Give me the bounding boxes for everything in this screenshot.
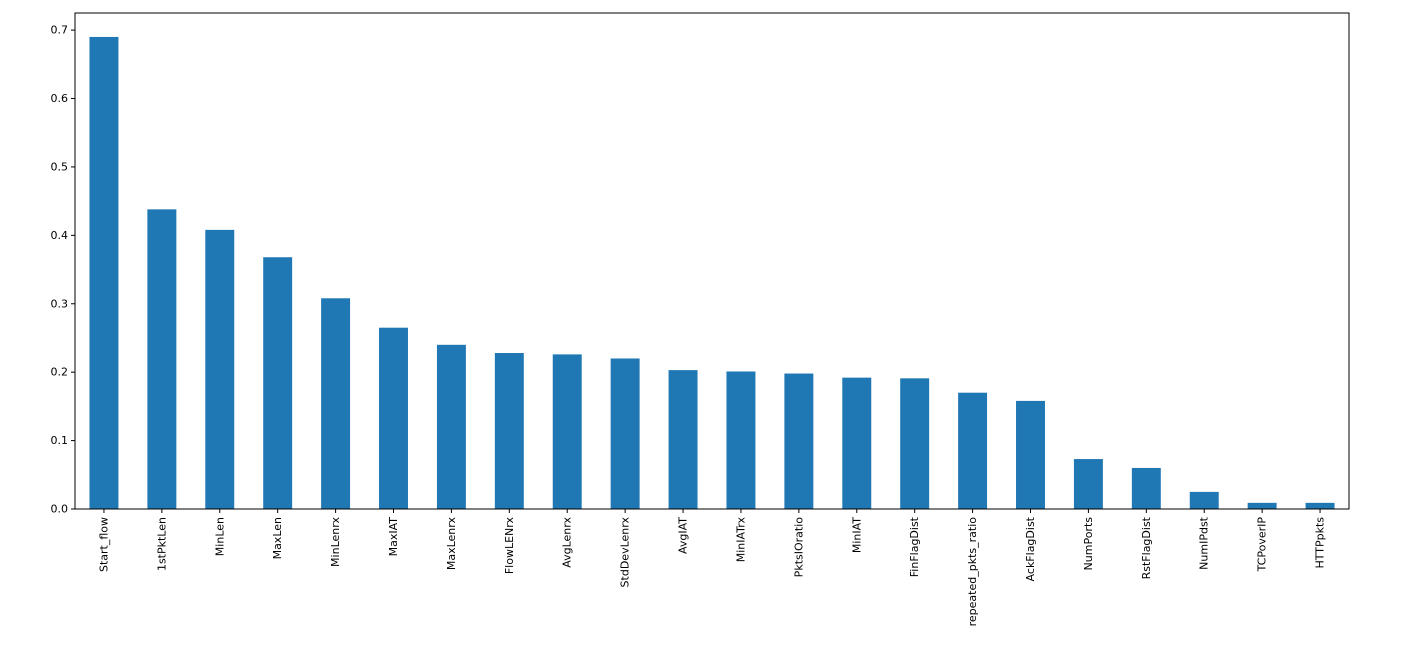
x-tick-label: MaxLen: [271, 517, 284, 559]
x-tick-label: MinIAT: [850, 517, 863, 553]
y-tick-label: 0.3: [51, 297, 69, 310]
bar-MaxLen: [263, 257, 293, 509]
x-tick-label: MinIATrx: [734, 517, 747, 563]
bar-NumIPdst: [1189, 491, 1219, 509]
bar-MaxIAT: [379, 327, 408, 509]
x-tick-label: StdDevLenrx: [619, 517, 632, 588]
x-tick-label: FinFlagDist: [908, 516, 921, 577]
bar-NumPorts: [1073, 459, 1103, 509]
y-axis: 0.0 0.1 0.2 0.3 0.4 0.5 0.6 0.7: [51, 24, 75, 516]
x-tick-label: NumIPdst: [1198, 516, 1211, 570]
x-tick-label: MinLen: [213, 517, 226, 556]
x-tick-label: Start_flow: [97, 517, 110, 572]
bar-Start_flow: [89, 36, 119, 510]
y-tick-label: 0.6: [51, 92, 69, 105]
x-tick-label: repeated_pkts_ratio: [966, 517, 979, 627]
bar-MaxLenrx: [436, 344, 466, 509]
bar-AvgIAT: [668, 370, 698, 509]
y-tick-label: 0.1: [51, 434, 69, 447]
bar-MinLenrx: [321, 298, 351, 509]
bar-repeated_pkts_ratio: [958, 392, 988, 509]
bar-FlowLENrx: [494, 353, 524, 509]
x-tick-label: HTTPpkts: [1314, 517, 1327, 569]
x-tick-label: 1stPktLen: [155, 517, 168, 571]
bar-StdDevLenrx: [610, 358, 640, 509]
y-tick-label: 0.2: [51, 366, 69, 379]
bar-FinFlagDist: [900, 378, 930, 509]
bar-AvgLenrx: [552, 354, 582, 509]
y-tick-label: 0.5: [51, 160, 69, 173]
x-tick-label: MaxIAT: [387, 517, 400, 557]
x-tick-label: TCPoverIP: [1256, 517, 1269, 573]
x-tick-label: PktsIOratio: [792, 517, 805, 578]
x-tick-label: MinLenrx: [329, 517, 342, 567]
bar-RstFlagDist: [1131, 467, 1161, 509]
x-tick-label: AvgIAT: [677, 517, 690, 554]
x-axis: Start_flow 1stPktLen MinLen MaxLen MinLenrx M…: [97, 509, 1327, 627]
x-tick-label: NumPorts: [1082, 517, 1095, 571]
bar-MinLen: [205, 229, 235, 510]
bar-MinIAT: [842, 377, 872, 509]
bar-HTTPpkts: [1305, 502, 1335, 509]
x-tick-label: AvgLenrx: [561, 517, 574, 568]
y-tick-label: 0.7: [51, 24, 69, 37]
bar-TCPoverIP: [1247, 502, 1277, 509]
bars-group: [89, 36, 1335, 510]
x-tick-label: FlowLENrx: [503, 517, 516, 575]
y-tick-label: 0.4: [51, 229, 69, 242]
x-tick-label: RstFlagDist: [1140, 516, 1153, 579]
y-tick-label: 0.0: [51, 503, 69, 516]
bar-AckFlagDist: [1016, 400, 1045, 509]
bar-PktsIOratio: [784, 373, 814, 509]
x-tick-label: MaxLenrx: [445, 517, 458, 571]
bar-MinIATrx: [726, 371, 756, 509]
bar-1stPktLen: [147, 209, 177, 509]
plot-frame: [74, 12, 1350, 510]
x-tick-label: AckFlagDist: [1024, 516, 1037, 581]
